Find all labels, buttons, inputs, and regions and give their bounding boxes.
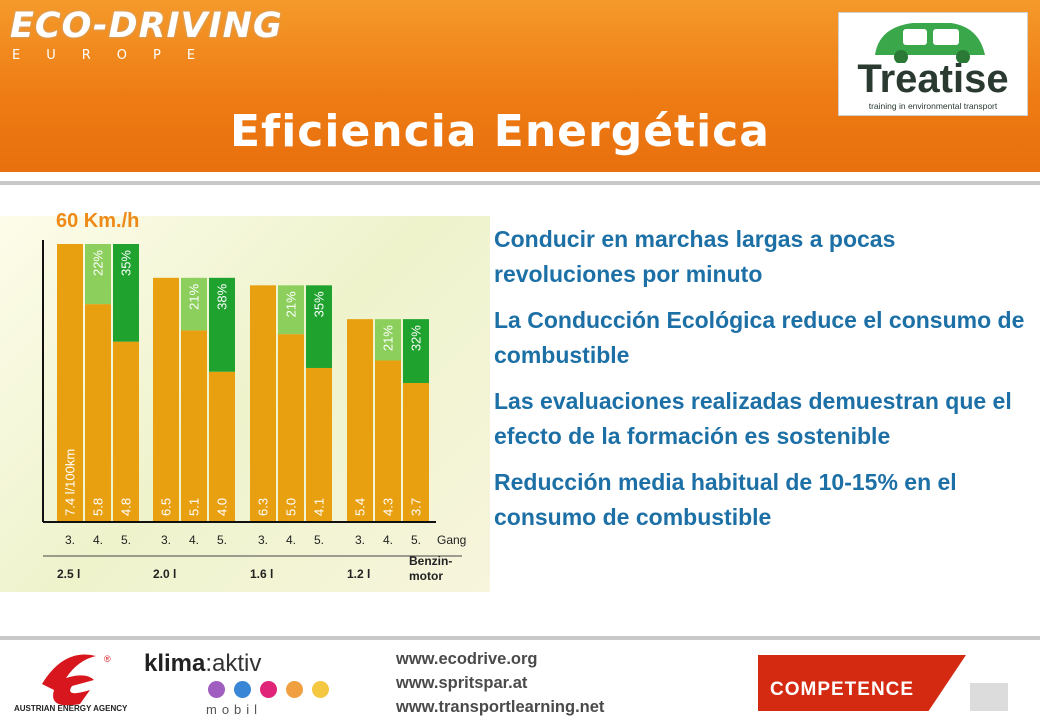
gear-label: 3.: [161, 533, 171, 547]
engine-note: Benzin-: [409, 554, 452, 568]
page-title: Eficiencia Energética: [230, 106, 770, 157]
bullet-item: Conducir en marchas largas a pocas revol…: [494, 226, 896, 287]
saving-label: 21%: [381, 325, 396, 351]
saving-bar: [209, 277, 235, 372]
consumption-bar: [347, 319, 373, 522]
consumption-bar: [181, 330, 207, 522]
gear-label: 5.: [411, 533, 421, 547]
consumption-bar: [153, 277, 179, 522]
url-link[interactable]: www.transportlearning.net: [396, 698, 605, 716]
bullet-item: La Conducción Ecológica reduce el consum…: [494, 307, 1025, 368]
engine-label: 2.5 l: [57, 567, 80, 581]
saving-bar: [403, 319, 429, 383]
chart-title: 60 Km./h: [56, 210, 140, 232]
saving-label: 35%: [312, 291, 327, 317]
value-label: 3.7: [409, 498, 424, 516]
url-link[interactable]: www.spritspar.at: [396, 674, 528, 692]
gear-label: 5.: [121, 533, 131, 547]
saving-label: 21%: [187, 283, 202, 309]
gear-label: 4.: [189, 533, 199, 547]
consumption-bar: [113, 341, 139, 522]
color-dot: [260, 681, 277, 698]
value-label: 5.4: [353, 498, 368, 516]
engine-label: 1.6 l: [250, 567, 273, 581]
fuel-consumption-chart: 7.4 l/100km 3. 22% 5.8 4. 35% 4.8 5. 2.5 l 6.5 3. 2…: [42, 240, 466, 583]
engine-label: 2.0 l: [153, 567, 176, 581]
competence-logo-tail: [970, 683, 1008, 711]
saving-label: 32%: [409, 325, 424, 351]
top-divider: [0, 181, 1040, 185]
url-link[interactable]: www.ecodrive.org: [396, 650, 538, 668]
saving-bar: [306, 285, 332, 368]
gear-label: 5.: [314, 533, 324, 547]
svg-text:®: ®: [104, 654, 111, 664]
competence-text: COMPETENCE: [770, 679, 915, 700]
eco-driving-logo: ECO-DRIVING: [10, 6, 283, 46]
consumption-bar: [403, 383, 429, 522]
value-label: 6.3: [256, 498, 271, 516]
value-label: 5.0: [284, 498, 299, 516]
gear-label: 4.: [286, 533, 296, 547]
gear-label: 3.: [258, 533, 268, 547]
competence-logo: COMPETENCE: [758, 655, 966, 711]
value-label: 5.1: [187, 498, 202, 516]
treatise-wordmark: Treatise: [857, 57, 1009, 101]
saving-label: 22%: [91, 250, 106, 276]
value-label: 4.1: [312, 498, 327, 516]
klima-aktiv-logo: klima:aktiv: [144, 650, 261, 678]
color-dot: [234, 681, 251, 698]
aktiv-text: :aktiv: [205, 650, 262, 677]
saving-label: 38%: [215, 283, 230, 309]
saving-bar: [375, 319, 401, 361]
klima-text: klima: [144, 650, 206, 677]
mobil-text: mobil: [206, 702, 263, 717]
value-label: 5.8: [91, 498, 106, 516]
saving-bar: [181, 277, 207, 331]
consumption-bar: [85, 304, 111, 522]
consumption-bar: [278, 334, 304, 522]
eco-driving-logo-sub: EUROPE: [12, 48, 222, 63]
gear-suffix-label: Gang: [437, 533, 466, 547]
gear-label: 5.: [217, 533, 227, 547]
treatise-logo: Treatise training in environmental trans…: [838, 12, 1028, 116]
gear-label: 3.: [355, 533, 365, 547]
color-dot: [312, 681, 329, 698]
gear-label: 4.: [383, 533, 393, 547]
consumption-bar: [375, 360, 401, 522]
saving-label: 35%: [119, 250, 134, 276]
agency-name: AUSTRIAN ENERGY AGENCY: [14, 704, 128, 713]
bullet-item: Reducción media habitual de 10-15% en el…: [494, 469, 957, 530]
color-dot: [286, 681, 303, 698]
header-banner: ECO-DRIVING EUROPE Eficiencia Energética…: [0, 0, 1040, 172]
saving-bar: [85, 244, 111, 305]
value-label: 4.8: [119, 498, 134, 516]
car-icon: [875, 23, 985, 63]
bullet-item: Las evaluaciones realizadas demuestran q…: [494, 388, 1012, 449]
value-label: 6.5: [159, 498, 174, 516]
austrian-energy-agency-logo: ®: [42, 654, 111, 706]
engine-label: 1.2 l: [347, 567, 370, 581]
saving-label: 21%: [284, 291, 299, 317]
value-label: 4.3: [381, 498, 396, 516]
gear-label: 3.: [65, 533, 75, 547]
footer-links: www.ecodrive.org www.spritspar.at www.tr…: [396, 647, 604, 719]
value-label: 7.4 l/100km: [63, 449, 78, 516]
color-dot: [208, 681, 225, 698]
gear-label: 4.: [93, 533, 103, 547]
consumption-bar: [306, 367, 332, 522]
engine-note: motor: [409, 569, 443, 583]
consumption-bar: [250, 285, 276, 522]
consumption-bar: [209, 371, 235, 522]
consumption-bar: [57, 244, 83, 522]
bottom-divider: [0, 636, 1040, 640]
value-label: 4.0: [215, 498, 230, 516]
saving-bar: [113, 244, 139, 342]
bullet-list: Conducir en marchas largas a pocas revol…: [494, 222, 1034, 546]
treatise-tagline: training in environmental transport: [868, 101, 998, 111]
saving-bar: [278, 285, 304, 335]
